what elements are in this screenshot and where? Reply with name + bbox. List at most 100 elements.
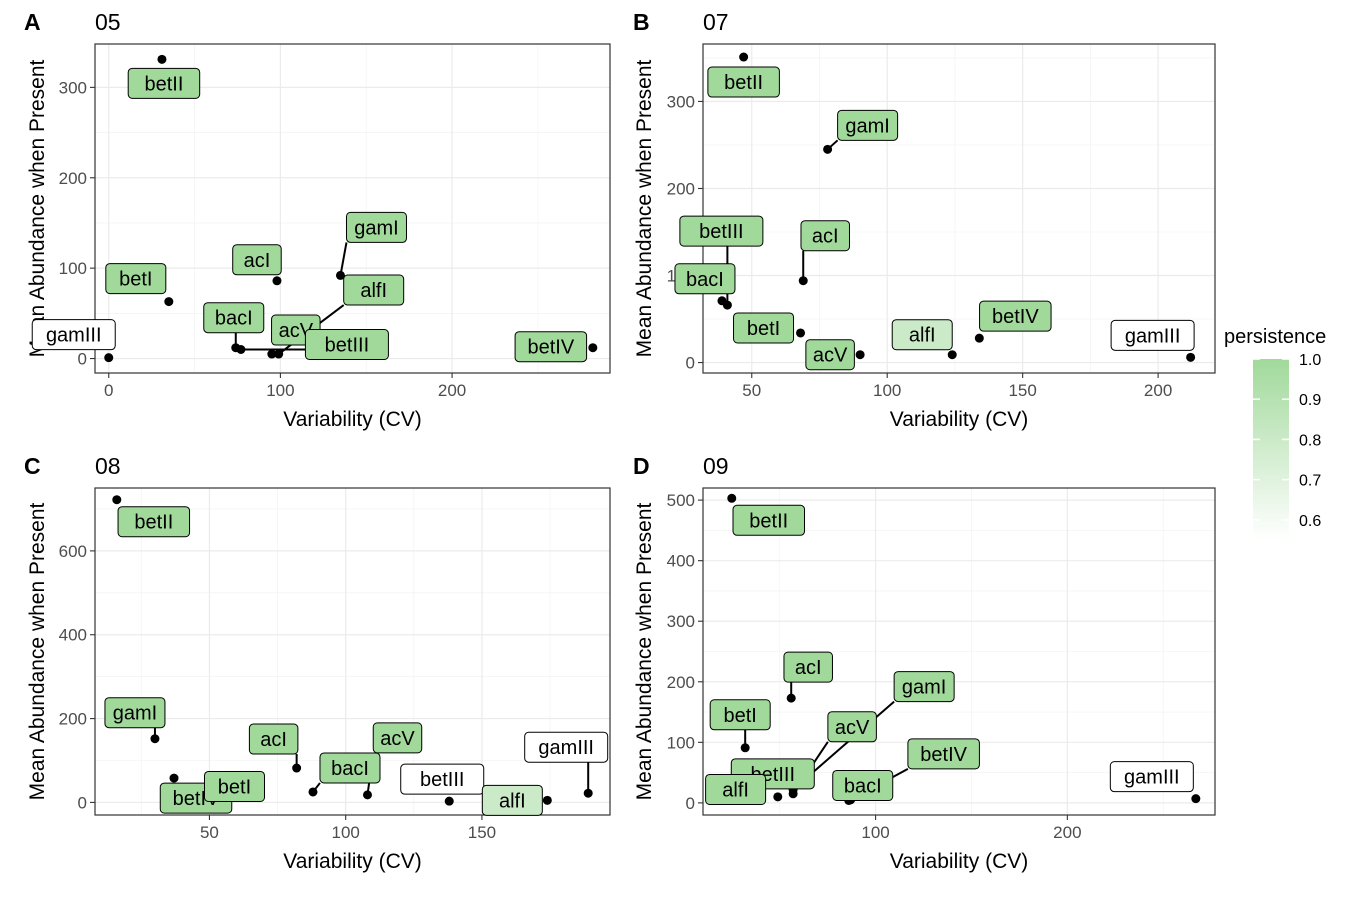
data-label-alfI: alfI: [360, 280, 387, 302]
data-point-gamIII: [104, 353, 114, 363]
label-box-alfI: [481, 784, 543, 816]
label-box-bacI: [203, 302, 265, 334]
data-point-gamIII: [583, 788, 593, 798]
legend-tick-label: 0.6: [1299, 513, 1321, 530]
data-label-alfI: alfI: [722, 779, 749, 801]
data-point-alfI: [947, 350, 957, 360]
legend-colorbar: [1253, 359, 1289, 540]
data-label-gamIII: gamIII: [1125, 325, 1181, 347]
label-box-betIII: [679, 215, 764, 247]
data-label-acI: acI: [795, 657, 822, 679]
y-tick-label: 200: [59, 169, 87, 188]
data-point-betII: [739, 52, 749, 62]
panel-tag: A: [24, 9, 41, 35]
data-point-acV: [788, 789, 798, 799]
y-tick-label: 200: [59, 710, 87, 729]
data-label-gamIII: gamIII: [46, 325, 102, 347]
data-point-gamI: [823, 144, 833, 154]
y-axis-title: Mean Abundance when Present: [633, 502, 656, 800]
panel-border: [94, 43, 611, 374]
y-tick-label: 100: [667, 733, 695, 752]
legend-title: persistence: [1224, 326, 1326, 348]
data-label-gamIII: gamIII: [538, 737, 594, 759]
data-point-betI: [164, 297, 174, 307]
label-box-gamI: [345, 211, 407, 243]
data-point-betI: [740, 743, 750, 753]
data-label-betI: betI: [724, 705, 757, 727]
label-box-gamIII: [31, 319, 116, 351]
x-tick-label: 150: [468, 823, 496, 842]
y-tick-label: 400: [667, 552, 695, 571]
data-point-acV: [855, 350, 865, 360]
data-point-acI: [292, 763, 302, 773]
data-label-bacI: bacI: [686, 269, 724, 291]
panel-border: [94, 487, 611, 816]
label-box-betIV: [514, 331, 588, 363]
data-label-bacI: bacI: [215, 308, 253, 330]
data-point-gamIII: [1186, 352, 1196, 362]
panel-a: 0 100 200 0 100 200 300 A 05 Variability (CV) Mean…: [24, 9, 611, 431]
data-label-betI: betI: [119, 269, 152, 291]
data-label-betII: betII: [144, 73, 183, 95]
label-box-betIII: [400, 763, 485, 795]
x-tick-label: 200: [438, 381, 466, 400]
y-tick-label: 400: [59, 626, 87, 645]
data-point-acV: [362, 790, 372, 800]
panel-border: [702, 487, 1216, 816]
panel-title: 08: [95, 453, 121, 479]
panel-d: 100 200 0 100 200 300 400 500 D 09 Variability (CV…: [633, 453, 1216, 873]
data-label-bacI: bacI: [844, 775, 882, 797]
y-tick-label: 0: [686, 794, 695, 813]
y-tick-label: 300: [667, 612, 695, 631]
data-point-betIII: [444, 796, 454, 806]
label-box-gamIII: [1110, 319, 1195, 351]
y-axis-title: Mean Abundance when Present: [26, 502, 49, 800]
label-box-acV: [827, 711, 877, 743]
legend-tick-label: 0.9: [1299, 392, 1321, 409]
data-points: [104, 54, 598, 363]
panel-tag: C: [24, 453, 41, 479]
panel-title: 07: [703, 9, 729, 35]
label-box-betI: [203, 770, 265, 802]
data-point-acV: [267, 349, 277, 359]
data-point-betIII: [773, 792, 783, 802]
x-tick-label: 100: [861, 823, 889, 842]
data-point-betII: [112, 495, 122, 505]
y-axis-title: Mean Abundance when Present: [26, 59, 49, 357]
data-label-gamI: gamI: [845, 115, 889, 137]
data-label-betIII: betIII: [420, 769, 464, 791]
data-point-betIV: [974, 333, 984, 343]
label-box-gamI: [837, 109, 899, 141]
x-tick-label: 100: [873, 381, 901, 400]
label-box-acI: [232, 244, 282, 276]
data-label-acV: acV: [813, 345, 848, 367]
x-tick-label: 150: [1008, 381, 1036, 400]
label-box-alfI: [705, 773, 767, 805]
data-point-betII: [157, 54, 167, 64]
x-tick-label: 50: [742, 381, 761, 400]
panel-b: 501001502000100200300B07Variability (CV)…: [633, 9, 1216, 431]
data-point-betI: [796, 328, 806, 338]
data-point-alfI: [542, 795, 552, 805]
data-label-acI: acI: [260, 729, 287, 751]
data-labels: betIIgamIbetIVbetIacIbacIacVbetIIIalfIga…: [104, 506, 609, 816]
x-tick-label: 100: [266, 381, 294, 400]
x-tick-label: 50: [200, 823, 219, 842]
y-tick-label: 0: [78, 350, 87, 369]
x-tick-label: 200: [1053, 823, 1081, 842]
label-box-gamI: [893, 671, 955, 703]
label-box-bacI: [674, 263, 736, 295]
label-box-betII: [732, 504, 806, 536]
data-label-alfI: alfI: [499, 790, 526, 812]
data-label-acV: acV: [380, 728, 415, 750]
data-point-betIII: [236, 345, 246, 354]
label-box-acV: [805, 339, 855, 371]
x-tick-label: 200: [1144, 381, 1172, 400]
data-label-betIII: betIII: [699, 221, 743, 243]
data-point-gamIII: [1191, 794, 1201, 804]
data-label-betII: betII: [724, 72, 763, 94]
x-axis-title: Variability (CV): [890, 850, 1028, 873]
y-axis-title: Mean Abundance when Present: [633, 59, 656, 357]
